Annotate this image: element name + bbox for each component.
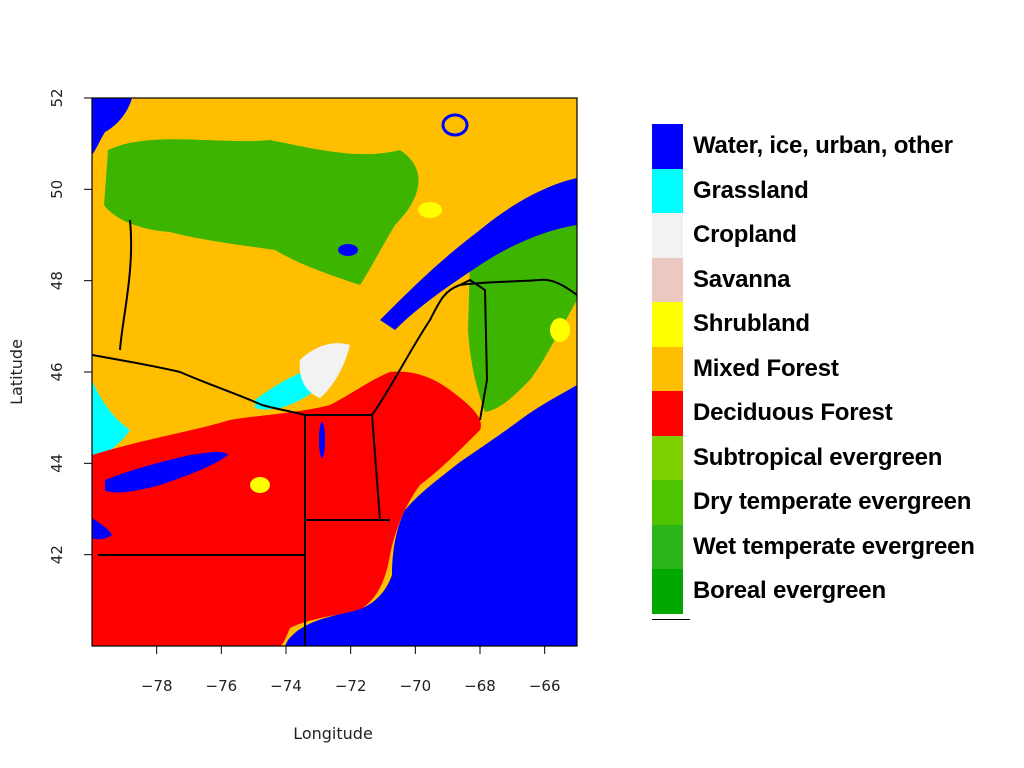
legend: Water, ice, urban, other Grassland Croplan…: [652, 124, 1012, 614]
legend-item: Dry temperate evergreen: [652, 480, 1012, 525]
legend-item: Wet temperate evergreen: [652, 524, 1012, 569]
legend-swatch: [652, 480, 683, 525]
legend-item: Mixed Forest: [652, 346, 1012, 391]
legend-swatch: [652, 213, 683, 258]
y-axis-title: Latitude: [7, 339, 26, 405]
legend-item: Deciduous Forest: [652, 391, 1012, 436]
grassland-region-west: [92, 380, 130, 460]
x-axis-title: Longitude: [293, 724, 373, 743]
lake-champlain: [319, 422, 325, 458]
legend-label: Subtropical evergreen: [693, 443, 943, 471]
shrubland-patch-1: [418, 202, 442, 218]
shrubland-patch-3: [250, 477, 270, 493]
legend-item: Cropland: [652, 213, 1012, 258]
legend-swatch: [652, 569, 683, 614]
cropland-region-montreal: [299, 343, 350, 398]
legend-label: Cropland: [693, 221, 797, 249]
legend-item: Grassland: [652, 168, 1012, 213]
legend-item: Water, ice, urban, other: [652, 124, 1012, 169]
legend-swatch: [652, 168, 683, 213]
legend-label: Dry temperate evergreen: [693, 488, 972, 516]
x-axis: −78 −76 −74 −72 −70 −68 −66: [141, 646, 561, 695]
st-lawrence-estuary: [380, 178, 577, 330]
legend-item: Subtropical evergreen: [652, 435, 1012, 480]
legend-label: Mixed Forest: [693, 354, 839, 382]
legend-label: Savanna: [693, 265, 791, 293]
x-tick-label: −70: [400, 677, 432, 695]
legend-label: Shrubland: [693, 310, 810, 338]
james-bay-corner: [92, 98, 132, 155]
legend-swatch: [652, 524, 683, 569]
map-panel: −78 −76 −74 −72 −70 −68 −66 42 44 46 48 50 52 Longi…: [7, 88, 578, 743]
lake-small-1: [441, 113, 469, 137]
legend-label: Wet temperate evergreen: [693, 532, 975, 560]
evergreen-region-maritime: [468, 225, 577, 412]
legend-swatch: [652, 435, 683, 480]
atlantic-ocean: [285, 385, 577, 646]
legend-label: Water, ice, urban, other: [693, 132, 953, 160]
legend-item: Savanna: [652, 257, 1012, 302]
x-tick-label: −74: [270, 677, 302, 695]
lake-small-2: [338, 244, 358, 256]
legend-baseline: [652, 619, 690, 620]
x-tick-label: −76: [206, 677, 238, 695]
legend-swatch: [652, 124, 683, 169]
lake-erie: [92, 518, 112, 540]
y-tick-label: 48: [48, 271, 66, 290]
legend-swatch: [652, 257, 683, 302]
y-tick-label: 52: [48, 88, 66, 107]
legend-item: Boreal evergreen: [652, 569, 1012, 614]
legend-label: Boreal evergreen: [693, 577, 886, 605]
x-tick-label: −68: [464, 677, 496, 695]
y-axis: 42 44 46 48 50 52: [48, 88, 92, 564]
lake-ontario: [105, 451, 228, 493]
y-tick-label: 44: [48, 454, 66, 473]
political-borders: [92, 219, 577, 645]
y-tick-label: 42: [48, 545, 66, 564]
legend-label: Deciduous Forest: [693, 399, 893, 427]
legend-swatch: [652, 302, 683, 347]
land-cover-map: −78 −76 −74 −72 −70 −68 −66 42 44 46 48 50 52 Longi…: [7, 88, 578, 743]
deciduous-forest-region: [92, 371, 481, 646]
shrubland-patch-2: [550, 318, 570, 342]
x-tick-label: −78: [141, 677, 173, 695]
y-tick-label: 46: [48, 362, 66, 381]
x-tick-label: −66: [529, 677, 561, 695]
legend-swatch: [652, 391, 683, 436]
y-tick-label: 50: [48, 180, 66, 199]
legend-item: Shrubland: [652, 302, 1012, 347]
x-tick-label: −72: [335, 677, 367, 695]
map-layers: [92, 98, 577, 646]
legend-swatch: [652, 346, 683, 391]
legend-label: Grassland: [693, 176, 809, 204]
